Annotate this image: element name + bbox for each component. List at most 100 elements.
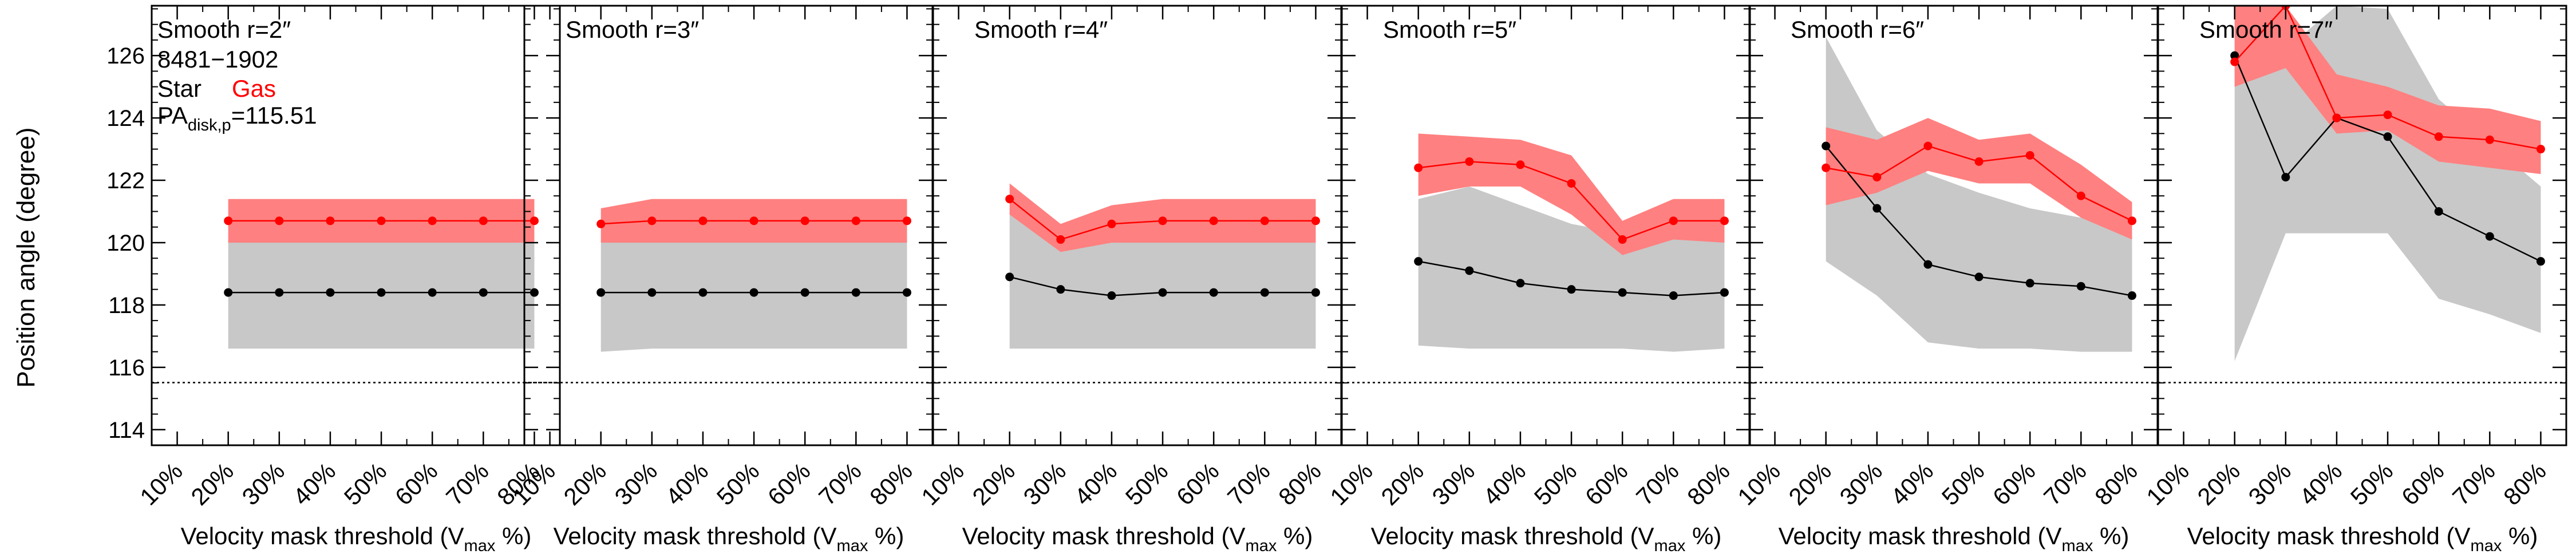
x-tick-label: 10% [1325, 457, 1378, 510]
star-series-point [530, 288, 539, 297]
star-series-point [1005, 272, 1014, 282]
gas-series-point [2025, 151, 2034, 160]
x-tick-label: 30% [2243, 457, 2297, 510]
x-tick-label: 30% [1835, 457, 1888, 510]
x-tick-label: 10% [1732, 457, 1785, 510]
gas-series-point [428, 216, 437, 225]
x-tick-label: 50% [339, 457, 392, 510]
star-series-point [596, 288, 606, 297]
x-tick-label: 60% [1171, 457, 1224, 510]
star-series-point [647, 288, 657, 297]
gas-series-point [1669, 216, 1678, 225]
x-axis-label-main: Velocity mask threshold (V [962, 523, 1246, 549]
panel-2: 10%20%30%40%50%60%70%80%Smooth r=3″Veloc… [507, 5, 934, 555]
x-tick-label: 30% [610, 457, 663, 510]
x-tick-label: 50% [1529, 457, 1582, 510]
panel-title: Smooth r=2″ [157, 16, 291, 43]
x-axis-label-subscript: max [1246, 537, 1277, 555]
star-series-point [275, 288, 284, 297]
star-series-point [479, 288, 488, 297]
plot-area [933, 183, 1341, 383]
x-tick-label: 50% [1120, 457, 1174, 510]
x-tick-label: 20% [1783, 457, 1836, 510]
gas-uncertainty-band [1826, 118, 2132, 240]
y-axis-label: Position angle (degree) [12, 128, 40, 388]
gas-series-point [1260, 216, 1269, 225]
star-series-point [1516, 279, 1525, 288]
x-tick-label: 40% [2294, 457, 2348, 510]
x-axis-label-main: Velocity mask threshold (V [1371, 523, 1654, 549]
star-series-point [377, 288, 386, 297]
gas-series-point [2383, 110, 2392, 120]
x-tick-label: 70% [1631, 457, 1684, 510]
x-tick-label: 40% [1069, 457, 1123, 510]
x-tick-label: 10% [2141, 457, 2194, 510]
x-axis-label: Velocity mask threshold (Vmax %) [1779, 523, 2129, 555]
star-series-point [2485, 232, 2494, 241]
gas-series-point [479, 216, 488, 225]
star-series-point [1465, 266, 1474, 275]
gas-series-point [2076, 191, 2085, 200]
gas-series-point [1209, 216, 1218, 225]
x-tick-label: 30% [1018, 457, 1072, 510]
panel-6: 10%20%30%40%50%60%70%80% Smooth r=7″ Veloc… [2141, 5, 2567, 555]
x-tick-label: 40% [661, 457, 714, 510]
gas-series-point [2127, 216, 2136, 225]
x-tick-label: 80% [2498, 457, 2551, 510]
x-tick-label: 40% [288, 457, 341, 510]
y-tick-label: 118 [108, 293, 145, 318]
x-axis-label-tail: %) [2502, 523, 2538, 549]
panels: 11411611812012212412610%20%30%40%50%60%7… [106, 5, 2567, 555]
x-tick-label: 30% [1427, 457, 1480, 510]
x-tick-label: 60% [1580, 457, 1633, 510]
panel-3: 10%20%30%40%50%60%70%80% Smooth r=4″ Veloc… [916, 5, 1342, 555]
x-axis-label-subscript: max [837, 537, 868, 555]
x-tick-label: 70% [813, 457, 867, 510]
x-tick-label: 10% [135, 457, 188, 510]
star-series-point [1618, 288, 1627, 297]
gas-uncertainty-band [2234, 6, 2541, 175]
x-axis-label-tail: %) [495, 523, 531, 549]
gas-series-point [2434, 132, 2443, 141]
x-tick-label: 60% [2396, 457, 2449, 510]
gas-series-point [2332, 113, 2341, 122]
panel-title: Smooth r=5″ [1383, 16, 1516, 43]
gas-series-point [1516, 160, 1525, 169]
gas-series-point [1974, 157, 1984, 166]
gas-series-point [1618, 235, 1627, 244]
gas-uncertainty-band [1418, 133, 1725, 255]
gas-series-point [1414, 163, 1423, 172]
plot-area [1749, 37, 2158, 383]
star-series-point [1107, 291, 1116, 300]
y-tick-label: 114 [108, 418, 145, 443]
x-tick-label: 20% [185, 457, 239, 510]
gas-series-point [1056, 235, 1065, 244]
panel-title: Smooth r=6″ [1791, 16, 1924, 43]
x-tick-label: 10% [916, 457, 969, 510]
gas-series-point [326, 216, 335, 225]
star-series-point [1720, 288, 1729, 297]
x-tick-label: 30% [237, 457, 290, 510]
star-series-point [851, 288, 860, 297]
x-axis-label-subscript: max [464, 537, 496, 555]
gas-series-point [2485, 135, 2494, 144]
star-series-point [2076, 282, 2085, 291]
x-axis-label-main: Velocity mask threshold (V [1779, 523, 2062, 549]
gas-series-point [1923, 141, 1933, 151]
x-tick-label: 50% [2345, 457, 2399, 510]
pa-disk-label-main: PA [157, 102, 188, 129]
plot-area [1342, 133, 1750, 383]
star-series-point [1260, 288, 1269, 297]
gas-series-point [1005, 195, 1014, 204]
star-series-point [902, 288, 911, 297]
star-series-point [326, 288, 335, 297]
x-axis-label: Velocity mask threshold (Vmax %) [962, 523, 1313, 555]
star-series-point [1311, 288, 1320, 297]
panel-title: Smooth r=7″ [2199, 16, 2333, 43]
star-series-point [428, 288, 437, 297]
star-series-point [800, 288, 809, 297]
x-tick-label: 70% [441, 457, 494, 510]
x-tick-label: 50% [1937, 457, 1990, 510]
gas-series-point [2230, 57, 2239, 66]
